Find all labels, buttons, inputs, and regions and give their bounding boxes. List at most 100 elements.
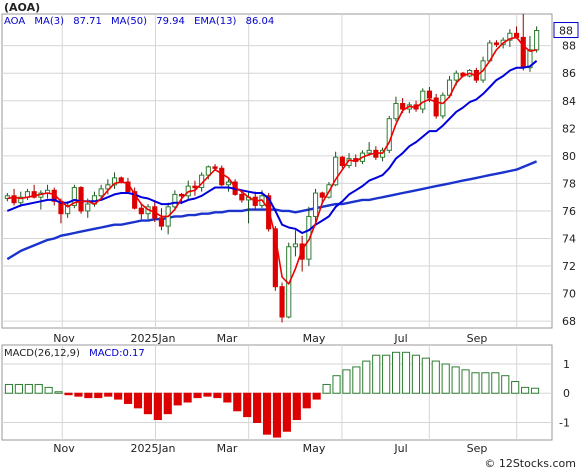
macd-bar-positive (421, 357, 430, 394)
price-x-tick-label: Nov (53, 332, 75, 345)
macd-bar-negative (163, 392, 172, 415)
candle (78, 186, 84, 214)
candle-body-up (105, 184, 111, 190)
legend-ma50-label: MA(50) (111, 16, 147, 27)
candle (225, 179, 232, 192)
price-y-tick-label: 84 (562, 95, 576, 108)
price-legend: AOA MA(3) 87.71 MA(50) 79.94 EMA(13) 86.… (4, 16, 274, 27)
candle (71, 184, 77, 209)
candle-body-up (306, 215, 312, 260)
legend-ma50-value: 79.94 (156, 16, 185, 27)
candle-body-down (426, 90, 433, 99)
legend-ticker: AOA (4, 16, 25, 27)
macd-x-tick-label: Sep (467, 442, 488, 455)
ma3-line (7, 36, 537, 285)
macd-bar-positive (362, 360, 371, 394)
candle-body-up (527, 49, 533, 69)
legend-ema13-value: 86.04 (246, 16, 275, 27)
candle-body-down (400, 103, 406, 110)
candle (534, 26, 540, 53)
candle-body-up (534, 30, 540, 51)
candle-body-down (279, 286, 285, 318)
candle (493, 40, 500, 48)
ma50-line-layer (6, 160, 538, 261)
candle (65, 201, 71, 218)
candle (366, 142, 372, 156)
macd-bar-negative (133, 392, 143, 409)
candle (192, 180, 198, 196)
candle-body-down (433, 97, 439, 117)
macd-bar-positive (322, 383, 331, 394)
macd-bar-positive (441, 363, 450, 394)
last-price-marker: 88 (553, 22, 579, 39)
candle-body-up (205, 166, 211, 176)
price-y-tick-label: 68 (562, 315, 576, 328)
last-price-box (553, 22, 579, 39)
macd-bar-positive (342, 369, 351, 394)
price-y-tick-label: 78 (562, 177, 576, 190)
legend-ma3-label: MA(3) (34, 16, 64, 27)
candle-body-up (333, 156, 339, 186)
price-x-tick-label: Jul (393, 332, 407, 345)
macd-bar-positive (14, 383, 23, 394)
last-price-label: 88 (559, 25, 573, 38)
candle-body-down (493, 42, 500, 45)
candle-body-down (192, 185, 198, 189)
price-x-tick-label: Mar (217, 332, 238, 345)
legend-ma3-value: 87.71 (73, 16, 102, 27)
candle (420, 88, 426, 114)
macd-bar-negative (153, 392, 162, 421)
macd-bar-negative (203, 392, 212, 397)
watermark: © 12Stocks.com (484, 457, 576, 470)
price-y-tick-label: 70 (562, 288, 576, 301)
candle-body-down (272, 228, 278, 288)
macd-bar-positive (4, 383, 14, 394)
macd-x-tick-label: Mar (217, 442, 238, 455)
candle-body-up (98, 188, 104, 197)
ema13-line (6, 60, 538, 234)
candle-body-down (319, 192, 325, 198)
macd-bar-negative (213, 392, 222, 399)
macd-bar-positive (521, 386, 530, 394)
macd-bar-negative (94, 392, 103, 399)
macd-bar-negative (124, 392, 133, 404)
macd-bar-positive (471, 372, 480, 394)
macd-bar-positive (34, 383, 43, 394)
macd-y-tick-label: -1 (559, 416, 570, 429)
price-x-tick-label: May (303, 332, 326, 345)
macd-bar-positive (44, 386, 53, 394)
candle (393, 96, 399, 122)
candle-body-up (393, 103, 399, 120)
macd-bar-negative (173, 392, 182, 406)
candle-body-up (225, 181, 232, 186)
ema13-line-layer (6, 60, 538, 234)
candle (111, 172, 118, 189)
candle-body-down (31, 191, 37, 198)
macd-y-tick-label: 1 (563, 358, 570, 371)
candle-body-down (520, 36, 526, 69)
macd-bar-positive (491, 372, 500, 394)
price-x-tick-label: Sep (467, 332, 488, 345)
macd-bar-positive (501, 375, 510, 394)
candle (158, 208, 165, 231)
candle (239, 191, 245, 203)
price-y-tick-label: 86 (562, 67, 576, 80)
candle-body-down (219, 167, 225, 186)
candle-body-up (65, 204, 71, 215)
candle-body-up (85, 203, 91, 212)
macd-bar-positive (332, 375, 341, 394)
macd-bar-negative (233, 392, 242, 412)
candle-body-up (366, 149, 372, 154)
macd-y-tick-label: 0 (563, 387, 570, 400)
macd-x-tick-labels: Nov 2025Jan Mar May Jul Sep (53, 442, 487, 455)
macd-bar-negative (84, 392, 93, 399)
candle (292, 230, 299, 257)
macd-panel: -1 0 1 Nov 2025Jan Mar May Jul Sep (1, 344, 570, 455)
macd-bar-negative (143, 392, 152, 415)
macd-bar-positive (401, 351, 411, 394)
macd-bar-negative (114, 392, 123, 400)
macd-bar-positive (54, 391, 63, 394)
candle-body-up (453, 72, 459, 81)
chart-title: (AOA) (4, 1, 40, 14)
macd-bar-negative (74, 392, 83, 397)
